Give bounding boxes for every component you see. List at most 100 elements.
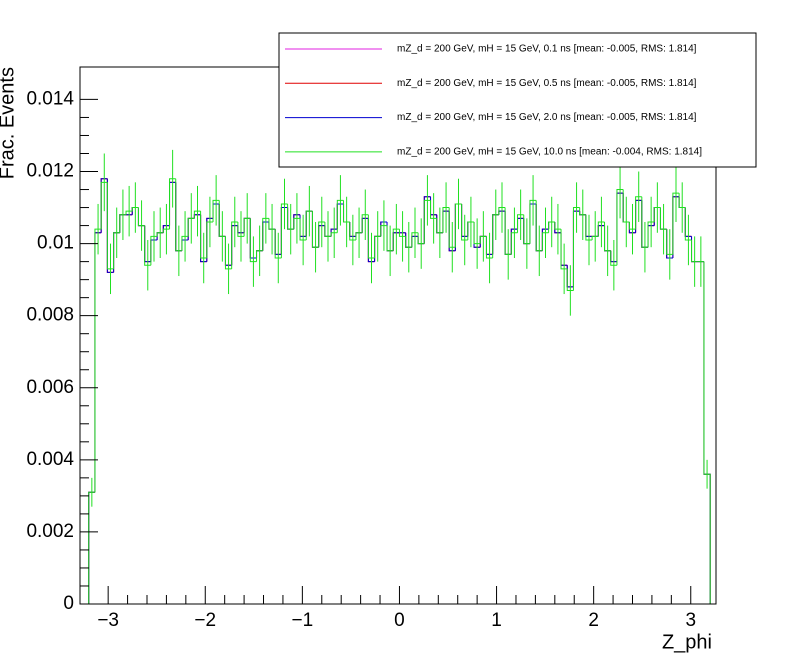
histogram-step [336, 199, 344, 233]
histogram-step [243, 217, 251, 237]
histogram-step [169, 178, 176, 230]
histogram-step [405, 236, 412, 248]
histogram-step [355, 232, 363, 240]
histogram-step [635, 196, 642, 230]
histogram-step [119, 214, 127, 233]
histogram-step [442, 207, 450, 233]
histogram-step [175, 178, 182, 252]
histogram-step [479, 235, 487, 244]
x-tick-label: 0 [394, 610, 405, 631]
histogram-step [566, 268, 574, 291]
y-tick-label: 0.002 [26, 521, 74, 542]
histogram-step [380, 225, 388, 237]
histogram-step [144, 225, 151, 266]
y-tick-label: 0.01 [37, 233, 74, 254]
histogram-step [604, 221, 611, 252]
histogram-step [262, 217, 269, 251]
histogram-step [610, 250, 617, 266]
histogram-step [461, 203, 468, 241]
histogram-step [367, 214, 375, 259]
x-tick-label: 1 [491, 610, 502, 631]
histogram-step [293, 217, 301, 230]
histogram-step [485, 236, 493, 259]
histogram-step [256, 250, 263, 262]
histogram-step [237, 221, 245, 237]
histogram-step [417, 232, 425, 245]
histogram-step [392, 228, 400, 251]
histogram-step [343, 200, 350, 223]
histogram-step [473, 221, 481, 245]
histogram-step [529, 199, 537, 244]
x-axis-label: Z_phi [662, 631, 712, 653]
histogram-step [541, 232, 549, 251]
histogram-step [492, 214, 499, 259]
y-tick-label: 0.008 [26, 305, 74, 326]
histogram-step [299, 218, 307, 241]
y-axis-label: Frac. Events [0, 67, 18, 179]
histogram-step [206, 221, 214, 259]
legend-label: mZ_d = 200 GeV, mH = 15 GeV, 0.5 ns [mea… [397, 78, 697, 89]
histogram-step [597, 221, 605, 237]
histogram-step [659, 207, 667, 230]
histogram-step [510, 232, 518, 255]
histogram-step [554, 221, 562, 230]
histogram-step [448, 207, 456, 248]
histogram-step [231, 221, 238, 269]
histogram-step [181, 235, 189, 251]
histogram-step [131, 207, 139, 212]
histogram-step [193, 210, 201, 219]
x-tick-label: 2 [588, 610, 599, 631]
histogram-step [647, 221, 655, 248]
y-tick-label: 0.014 [26, 88, 74, 109]
histogram-step [430, 200, 437, 219]
histogram-step [548, 221, 555, 233]
histogram-step [218, 200, 226, 237]
histogram-step [678, 193, 686, 209]
histogram-step [274, 229, 282, 259]
histogram-step [423, 199, 431, 244]
histogram-step [187, 217, 195, 237]
histogram-step [666, 229, 673, 255]
x-tick-label: −3 [97, 610, 119, 631]
histogram-step [467, 221, 475, 240]
histogram-step [88, 491, 95, 604]
histogram-step [535, 200, 543, 252]
histogram-step [268, 218, 276, 230]
x-tick-label: 3 [685, 610, 696, 631]
histogram-step [398, 229, 406, 237]
histogram-step [162, 228, 170, 233]
histogram-step [100, 181, 108, 230]
histogram-step [672, 192, 680, 255]
legend-label: mZ_d = 200 GeV, mH = 15 GeV, 10.0 ns [me… [397, 147, 702, 158]
histogram-step [411, 232, 419, 248]
y-tick-label: 0.012 [26, 161, 74, 182]
histogram-step [249, 218, 257, 263]
y-tick-label: 0 [63, 593, 74, 614]
histogram-step [324, 221, 332, 237]
histogram-step [684, 207, 692, 241]
histogram-step [156, 232, 164, 237]
histogram-step [106, 182, 114, 270]
histogram-step [200, 211, 207, 259]
histogram-step [572, 207, 580, 291]
y-tick-label: 0.004 [26, 449, 74, 470]
histogram-step [653, 207, 661, 222]
histogram-step [330, 232, 338, 237]
histogram-step [94, 228, 102, 493]
histogram-step [591, 235, 599, 240]
histogram-step [113, 232, 120, 269]
histogram-step [560, 229, 568, 270]
histogram-step [504, 207, 512, 255]
histogram-step [305, 210, 313, 240]
histogram-step [517, 214, 524, 233]
histogram-step [374, 235, 381, 259]
histogram-step [386, 225, 394, 252]
x-tick-label: −1 [292, 610, 314, 631]
histogram-step [150, 235, 158, 266]
histogram-step [523, 214, 530, 245]
histogram-step [349, 221, 356, 241]
legend-label: mZ_d = 200 GeV, mH = 15 GeV, 0.1 ns [mea… [397, 44, 697, 55]
histogram-step [212, 199, 220, 222]
histogram-step [622, 189, 630, 223]
